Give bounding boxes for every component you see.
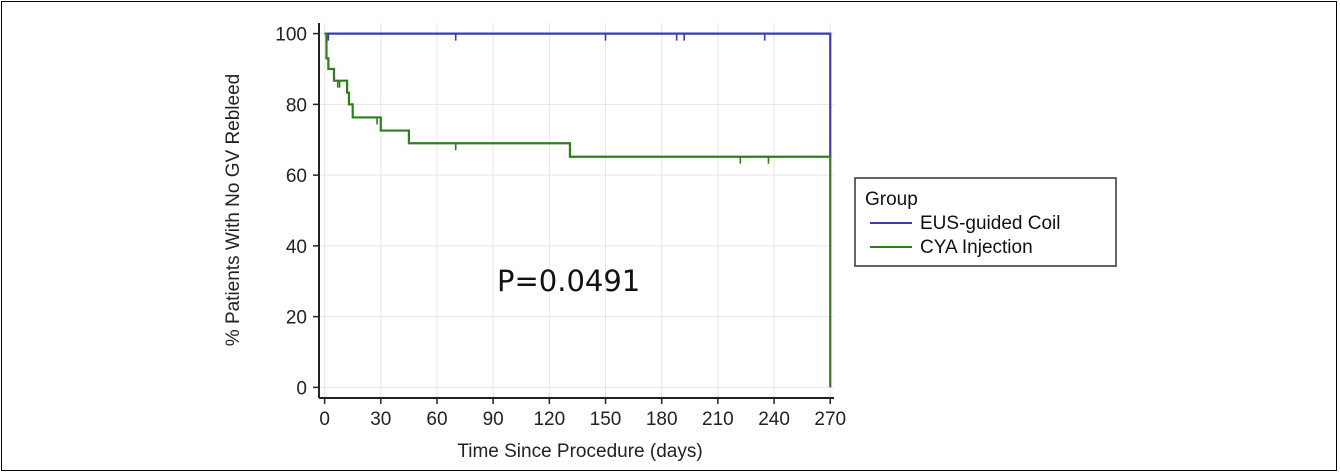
x-tick-label: 0 (319, 409, 330, 430)
x-tick-label: 150 (590, 409, 622, 430)
legend: Group EUS-guided Coil CYA Injection (854, 177, 1117, 267)
x-tick-label: 180 (646, 409, 678, 430)
legend-label-cya-injection: CYA Injection (920, 237, 1033, 258)
y-tick-label: 60 (286, 166, 307, 187)
x-tick-label: 240 (758, 409, 790, 430)
x-axis-title: Time Since Procedure (days) (457, 441, 702, 462)
legend-label-eus-guided-coil: EUS-guided Coil (920, 213, 1060, 234)
x-tick-label: 210 (702, 409, 734, 430)
series-line-cya-injection (324, 32, 832, 388)
x-tick-label: 120 (533, 409, 565, 430)
x-tick-label: 30 (370, 409, 391, 430)
y-tick-label: 80 (286, 95, 307, 116)
y-axis-title: % Patients With No GV Rebleed (223, 74, 244, 346)
series-line-eus-guided-coil (324, 32, 832, 158)
survival-curves (324, 32, 832, 388)
p-value-annotation: P=0.0491 (497, 264, 640, 298)
y-tick-label: 0 (296, 378, 307, 399)
y-tick-label: 100 (275, 25, 307, 46)
y-tick-label: 40 (286, 237, 307, 258)
x-tick-label: 90 (483, 409, 504, 430)
y-tick-label: 20 (286, 308, 307, 329)
legend-title: Group (865, 189, 918, 210)
x-tick-label: 60 (426, 409, 447, 430)
grid-lines (319, 23, 834, 398)
axes: 0 20 40 60 80 100 0 30 60 90 120 150 180 210 240 270 (275, 23, 846, 430)
x-tick-label: 270 (814, 409, 846, 430)
